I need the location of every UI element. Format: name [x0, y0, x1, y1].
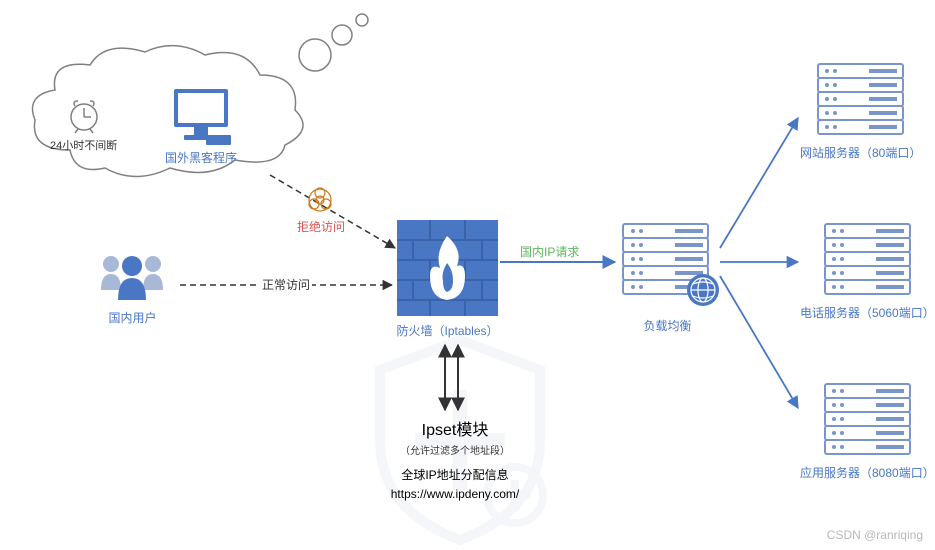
- clock-icon: [64, 95, 104, 135]
- server-icon: [820, 220, 915, 300]
- users-icon: [95, 250, 170, 305]
- ipset-subtitle: （允许过滤多个地址段）: [370, 444, 540, 460]
- clock-label: 24小时不间断: [50, 137, 117, 153]
- server-web-label: 网站服务器（80端口）: [800, 144, 921, 161]
- normal-label: 正常访问: [260, 276, 312, 293]
- server-tel-label: 电话服务器（5060端口）: [800, 304, 935, 321]
- loadbalancer-icon: [615, 218, 720, 313]
- hacker-cloud: 24小时不间断 国外黑客程序: [20, 40, 320, 190]
- server-icon: [813, 60, 908, 140]
- users-node: 国内用户: [95, 250, 170, 326]
- computer-icon: [166, 85, 236, 147]
- server-app-label: 应用服务器（8080端口）: [800, 464, 935, 481]
- ipset-title: Ipset模块: [370, 418, 540, 444]
- loadbalancer-label: 负载均衡: [643, 317, 691, 334]
- ipset-line1: 全球IP地址分配信息: [370, 466, 540, 485]
- firewall-node: 防火墙（Iptables）: [395, 218, 500, 339]
- server-web-node: 网站服务器（80端口）: [800, 60, 921, 161]
- firewall-icon: [395, 218, 500, 318]
- firewall-label: 防火墙（Iptables）: [396, 322, 498, 339]
- ipset-line2: https://www.ipdeny.com/: [370, 485, 540, 504]
- ipset-box: Ipset模块 （允许过滤多个地址段） 全球IP地址分配信息 https://w…: [370, 418, 540, 504]
- users-label: 国内用户: [108, 309, 156, 326]
- hacker-label: 国外黑客程序: [165, 149, 237, 166]
- watermark: CSDN @ranriqing: [827, 528, 923, 542]
- server-tel-node: 电话服务器（5060端口）: [800, 220, 935, 321]
- domestic-label: 国内IP请求: [520, 243, 579, 260]
- server-app-node: 应用服务器（8080端口）: [800, 380, 935, 481]
- deny-label: 拒绝访问: [297, 218, 345, 235]
- loadbalancer-node: 负载均衡: [615, 218, 720, 334]
- server-icon: [820, 380, 915, 460]
